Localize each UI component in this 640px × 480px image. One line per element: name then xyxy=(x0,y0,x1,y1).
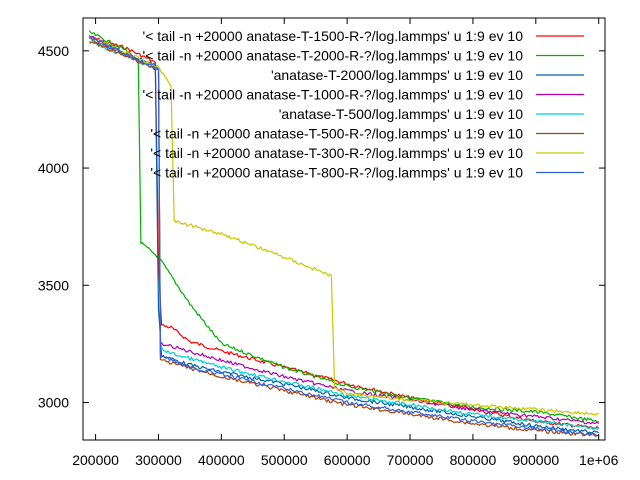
plot-frame xyxy=(82,17,606,441)
x-tick-label: 600000 xyxy=(324,452,371,468)
series-line-5 xyxy=(88,40,600,431)
legend-entry-label: '< tail -n +20000 anatase-T-300-R-?/log.… xyxy=(150,145,523,161)
x-tick-label: 400000 xyxy=(198,452,245,468)
x-tick-label: 1e+06 xyxy=(579,452,619,468)
y-tick-label: 3000 xyxy=(38,394,69,410)
legend-entry-label: '< tail -n +20000 anatase-T-500-R-?/log.… xyxy=(150,126,523,142)
x-tick-label: 800000 xyxy=(450,452,497,468)
y-tick-label: 4000 xyxy=(38,160,69,176)
legend-entry-label: '< tail -n +20000 anatase-T-1000-R-?/log… xyxy=(143,87,524,103)
x-tick-label: 700000 xyxy=(387,452,434,468)
legend-entry-label: '< tail -n +20000 anatase-T-1500-R-?/log… xyxy=(143,28,524,44)
legend: '< tail -n +20000 anatase-T-1500-R-?/log… xyxy=(143,28,584,181)
series-line-3 xyxy=(89,37,600,434)
series-layer xyxy=(88,29,600,437)
x-tick-label: 300000 xyxy=(135,452,182,468)
y-tick-label: 3500 xyxy=(38,277,69,293)
series-line-7 xyxy=(88,35,599,416)
series-line-4 xyxy=(88,35,600,425)
x-tick-label: 900000 xyxy=(512,452,559,468)
x-tick-label: 500000 xyxy=(261,452,308,468)
legend-entry-label: 'anatase-T-2000/log.lammps' u 1:9 ev 10 xyxy=(271,67,523,83)
series-line-8 xyxy=(88,34,599,437)
x-tick-label: 200000 xyxy=(72,452,119,468)
y-tick-label: 4500 xyxy=(38,43,69,59)
series-line-2 xyxy=(88,29,600,424)
axis-ticks: 200000 300000 400000 500000 600000 700000 8000… xyxy=(38,18,619,468)
legend-entry-label: '< tail -n +20000 anatase-T-800-R-?/log.… xyxy=(150,165,523,181)
legend-entry-label: 'anatase-T-500/log.lammps' u 1:9 ev 10 xyxy=(279,106,523,122)
legend-entry-label: '< tail -n +20000 anatase-T-2000-R-?/log… xyxy=(143,48,524,64)
